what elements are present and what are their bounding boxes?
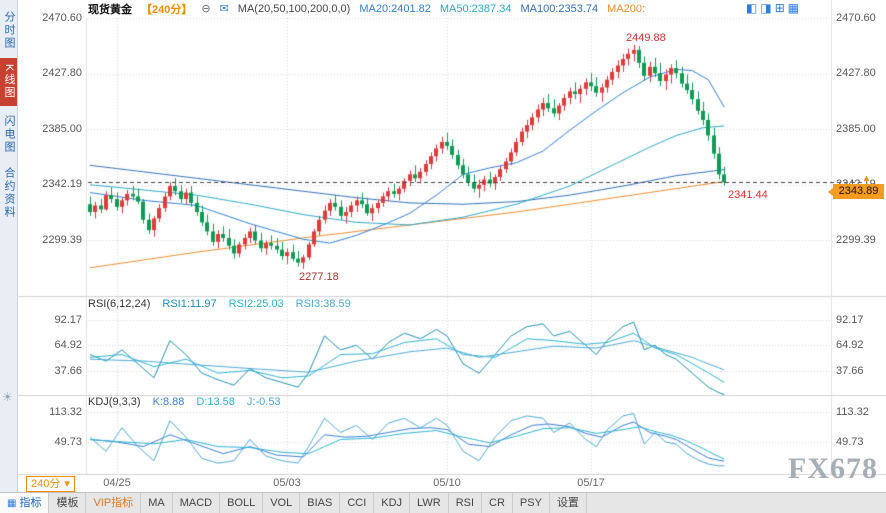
chevron-down-icon: ▾ [64,478,70,490]
toolbar-tab-lwr[interactable]: LWR [410,493,449,513]
toolbar-tab-psy[interactable]: PSY [513,493,550,513]
toolbar-tab-kdj[interactable]: KDJ [374,493,411,513]
date-axis-label: 04/25 [103,477,131,489]
rsi-title[interactable]: RSI(6,12,24) [88,298,151,310]
price-axis-label: 2427.80 [42,67,82,79]
ma50-value: MA50:2387.34 [439,2,512,15]
sun-icon[interactable]: ☀ [2,390,13,404]
price-arrow-icon: ▲ [862,173,871,183]
left-sidebar: 分时图 K线图 闪电图 合约资料 ☀ [0,0,18,493]
date-axis-label: 05/10 [433,477,461,489]
symbol-name: 现货黄金 [88,3,132,16]
date-axis-label: 05/03 [273,477,301,489]
fx678-watermark: FX678 [788,452,878,485]
alert-icon[interactable]: ✉ [219,3,229,15]
kdj-j-value: J:-0.53 [246,396,281,408]
price-axis-label: 2385.00 [42,123,82,135]
indicator-toolbar: ▦ 指标 模板 VIP指标 MA MACD BOLL VOL BIAS CCI … [0,492,886,513]
timeframe-label: 【240分】 [141,3,193,16]
layout-multi-grid-icon[interactable]: ▦ [787,1,800,15]
rsi-axis-label: 64.92 [836,339,864,351]
rsi-panel-header: RSI(6,12,24) RSI1:11.97 RSI2:25.03 RSI3:… [88,298,351,310]
kdj-axis-label: 113.32 [836,406,869,418]
collapse-indicator-icon[interactable]: ⊖ [201,3,211,15]
kdj-axis-label: 49.73 [54,436,82,448]
rsi-axis-label: 92.17 [54,314,82,326]
toolbar-tab-vip-indicators[interactable]: VIP指标 [86,493,142,513]
toolbar-tab-macd[interactable]: MACD [173,493,221,513]
price-axis-label: 2342.19 [42,178,82,190]
ma200-value: MA200: [607,2,646,15]
toolbar-tab-template[interactable]: 模板 [49,493,87,513]
kdj-d-value: D:13.58 [196,396,235,408]
price-axis-label: 2470.60 [42,12,82,24]
kdj-axis-label: 49.73 [836,436,864,448]
last-price-badge: 2343.89 [828,184,884,199]
chart-header: 现货黄金 【240分】 ⊖ ✉ MA(20,50,100,200,0,0) MA… [88,0,645,17]
price-axis-label: 2299.39 [836,234,876,246]
toolbar-tab-settings[interactable]: 设置 [550,493,587,513]
layout-split-right-icon[interactable]: ◨ [760,1,772,15]
toolbar-tab-ma[interactable]: MA [141,493,173,513]
toolbar-tab-bias[interactable]: BIAS [300,493,341,513]
kdj-k-value: K:8.88 [152,396,185,408]
price-axis-label: 2427.80 [836,67,876,79]
kdj-panel-header: KDJ(9,3,3) K:8.88 D:13.58 J:-0.53 [88,396,281,408]
toolbar-tab-vol[interactable]: VOL [263,493,301,513]
high-price-annotation: 2449.88 [626,32,666,44]
ma100-value: MA100:2353.74 [520,2,599,15]
date-axis-label: 05/17 [577,477,605,489]
toolbar-tab-rsi[interactable]: RSI [449,493,483,513]
kdj-axis-label: 113.32 [49,406,82,418]
rsi-axis-label: 64.92 [54,339,82,351]
rsi3-value: RSI3:38.59 [295,298,351,310]
rsi-axis-label: 37.66 [836,365,864,377]
toolbar-tab-indicators[interactable]: ▦ 指标 [0,493,50,513]
toolbar-tab-cr[interactable]: CR [482,493,513,513]
price-axis-label: 2299.39 [42,234,82,246]
toolbar-tab-cci[interactable]: CCI [340,493,375,513]
rsi-axis-label: 92.17 [836,314,864,326]
rsi2-value: RSI2:25.03 [228,298,284,310]
current-price-tag: 2341.44 [728,189,768,201]
layout-split-left-icon[interactable]: ◧ [746,1,758,15]
price-axis-label: 2470.60 [836,12,876,24]
toolbar-tab-label: 指标 [19,496,42,509]
toolbar-tab-boll[interactable]: BOLL [220,493,264,513]
ma-settings-label[interactable]: MA(20,50,100,200,0,0) [237,2,351,15]
sidebar-tab-time-chart[interactable]: 分时图 [3,10,15,50]
indicator-grid-icon: ▦ [7,497,17,509]
timeframe-selector[interactable]: 240分 ▾ [26,476,75,492]
kdj-title[interactable]: KDJ(9,3,3) [88,396,141,408]
sidebar-tab-kline-chart[interactable]: K线图 [0,58,17,106]
ma20-value: MA20:2401.82 [359,2,431,15]
rsi-axis-label: 37.66 [54,365,82,377]
low-price-annotation: 2277.18 [299,271,339,283]
layout-switcher: ◧ ◨ ⊞ ▦ [746,1,799,15]
sidebar-tab-lightning-chart[interactable]: 闪电图 [3,114,15,154]
timeframe-value: 240分 [31,478,61,490]
rsi1-value: RSI1:11.97 [162,298,217,310]
price-axis-label: 2385.00 [836,123,876,135]
sidebar-tab-contract-info[interactable]: 合约资料 [3,167,15,219]
layout-grid-icon[interactable]: ⊞ [774,1,785,15]
